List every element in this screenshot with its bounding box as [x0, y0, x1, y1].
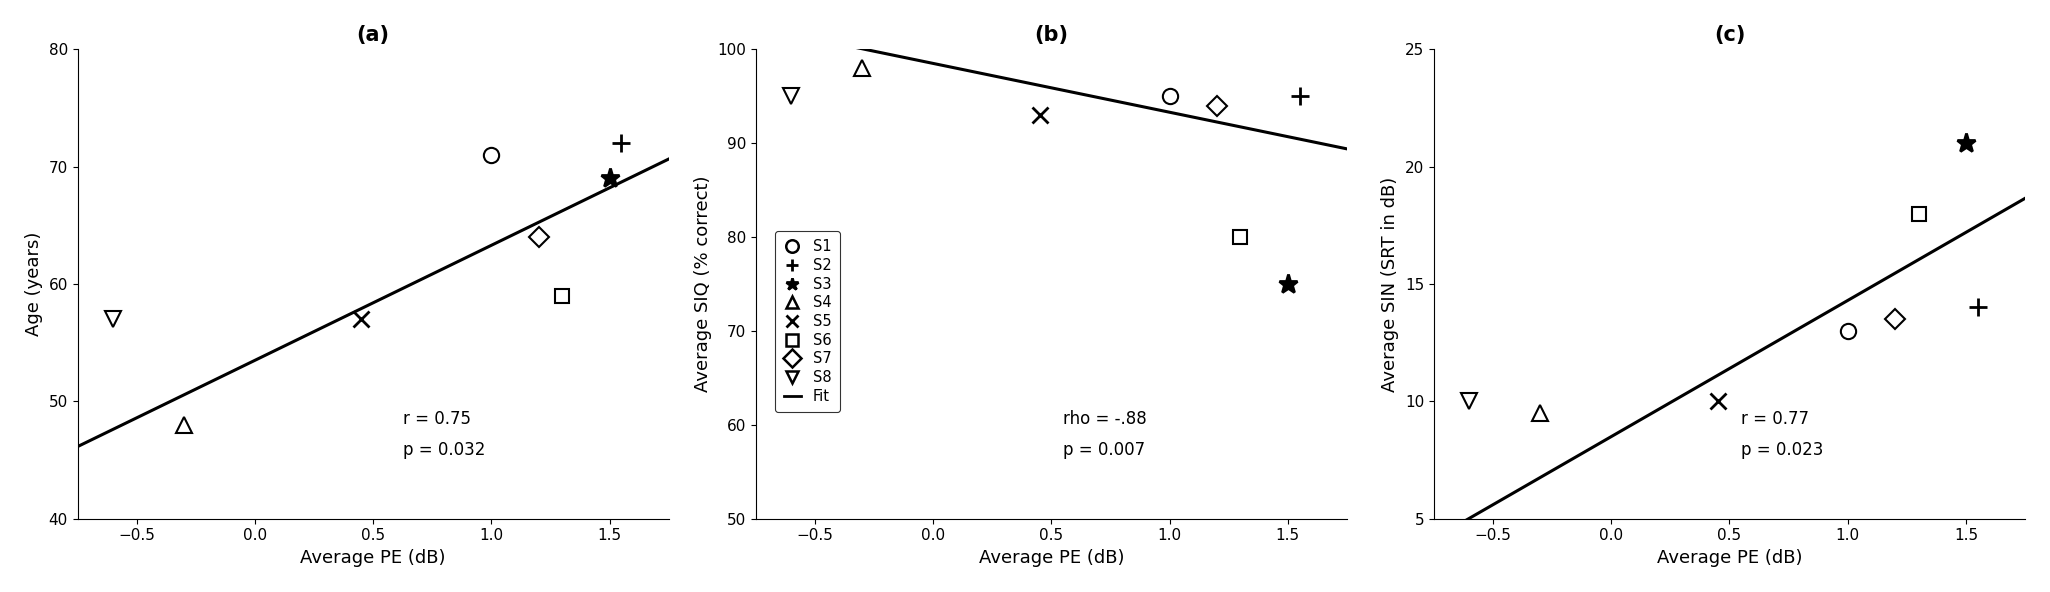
Title: (b): (b) — [1035, 25, 1068, 45]
Title: (a): (a) — [357, 25, 390, 45]
Text: r = 0.75
p = 0.032: r = 0.75 p = 0.032 — [402, 410, 486, 459]
Text: r = 0.77
p = 0.023: r = 0.77 p = 0.023 — [1740, 410, 1824, 459]
Y-axis label: Average SIQ (% correct): Average SIQ (% correct) — [693, 176, 711, 392]
Title: (c): (c) — [1714, 25, 1745, 45]
Legend: S1, S2, S3, S4, S5, S6, S7, S8, Fit: S1, S2, S3, S4, S5, S6, S7, S8, Fit — [775, 231, 840, 413]
X-axis label: Average PE (dB): Average PE (dB) — [301, 549, 447, 567]
X-axis label: Average PE (dB): Average PE (dB) — [978, 549, 1123, 567]
Text: rho = -.88
p = 0.007: rho = -.88 p = 0.007 — [1064, 410, 1146, 459]
X-axis label: Average PE (dB): Average PE (dB) — [1656, 549, 1802, 567]
Y-axis label: Average SIN (SRT in dB): Average SIN (SRT in dB) — [1382, 176, 1400, 392]
Y-axis label: Age (years): Age (years) — [25, 232, 43, 336]
